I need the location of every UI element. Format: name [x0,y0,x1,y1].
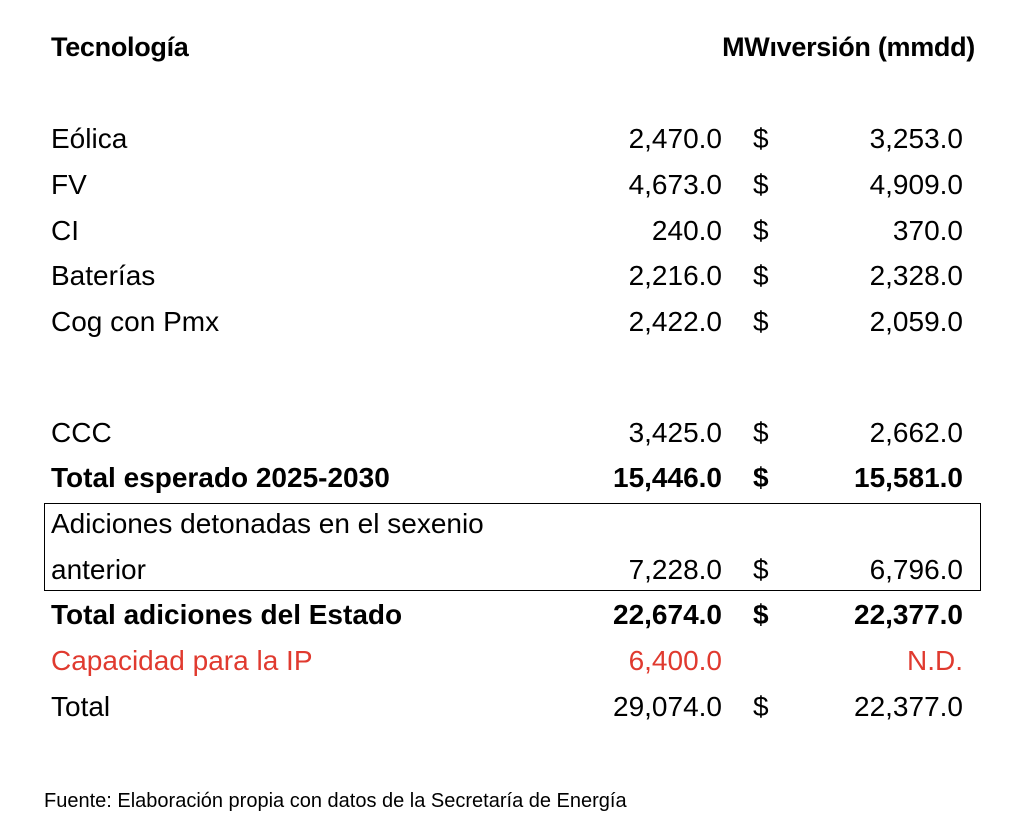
row-inversion: 2,662.0 [869,417,963,448]
adiciones-box [44,503,981,591]
source-note: Fuente: Elaboración propia con datos de … [44,790,627,812]
row-currency: $ [753,462,769,493]
row-mw: 22,674.0 [613,599,722,630]
row-inversion: 2,059.0 [869,306,963,337]
row-inversion: 22,377.0 [854,691,963,722]
row-label: Total adiciones del Estado [51,599,403,630]
row-inversion: 6,796.0 [869,554,963,585]
row-currency: $ [753,169,769,200]
row-mw: 6,400.0 [628,645,722,676]
row-label: FV [51,169,87,200]
row-label-line2: anterior [51,554,146,585]
row-mw: 7,228.0 [628,554,722,585]
row-label: Capacidad para la IP [51,645,313,676]
row-label: CCC [51,417,112,448]
header-mw-inversion: MWıversión (mmdd) [722,32,975,62]
row-mw: 2,422.0 [628,306,722,337]
row-mw: 4,673.0 [628,169,722,200]
row-currency: $ [753,691,769,722]
row-inversion: 4,909.0 [869,169,963,200]
row-mw: 240.0 [651,215,722,246]
row-inversion: 15,581.0 [854,462,963,493]
row-mw: 15,446.0 [613,462,722,493]
row-currency: $ [753,260,769,291]
row-currency: $ [753,417,769,448]
row-label: Total [51,691,111,722]
row-label: CI [51,215,79,246]
row-currency: $ [753,599,769,630]
row-mw: 3,425.0 [628,417,722,448]
row-currency: $ [753,554,769,585]
row-label: Eólica [51,123,128,154]
row-currency: $ [753,123,769,154]
row-inversion: 22,377.0 [854,599,963,630]
row-label: Total esperado 2025-2030 [51,462,390,493]
row-inversion: 2,328.0 [869,260,963,291]
row-mw: 29,074.0 [613,691,722,722]
row-label-line1: Adiciones detonadas en el sexenio [51,508,484,539]
row-label: Cog con Pmx [51,306,220,337]
row-inversion: N.D. [907,645,963,676]
row-currency: $ [753,215,769,246]
header-tecnologia: Tecnología [51,32,189,62]
row-mw: 2,216.0 [628,260,722,291]
row-currency: $ [753,306,769,337]
row-inversion: 3,253.0 [869,123,963,154]
row-mw: 2,470.0 [628,123,722,154]
row-inversion: 370.0 [892,215,963,246]
row-label: Baterías [51,260,156,291]
